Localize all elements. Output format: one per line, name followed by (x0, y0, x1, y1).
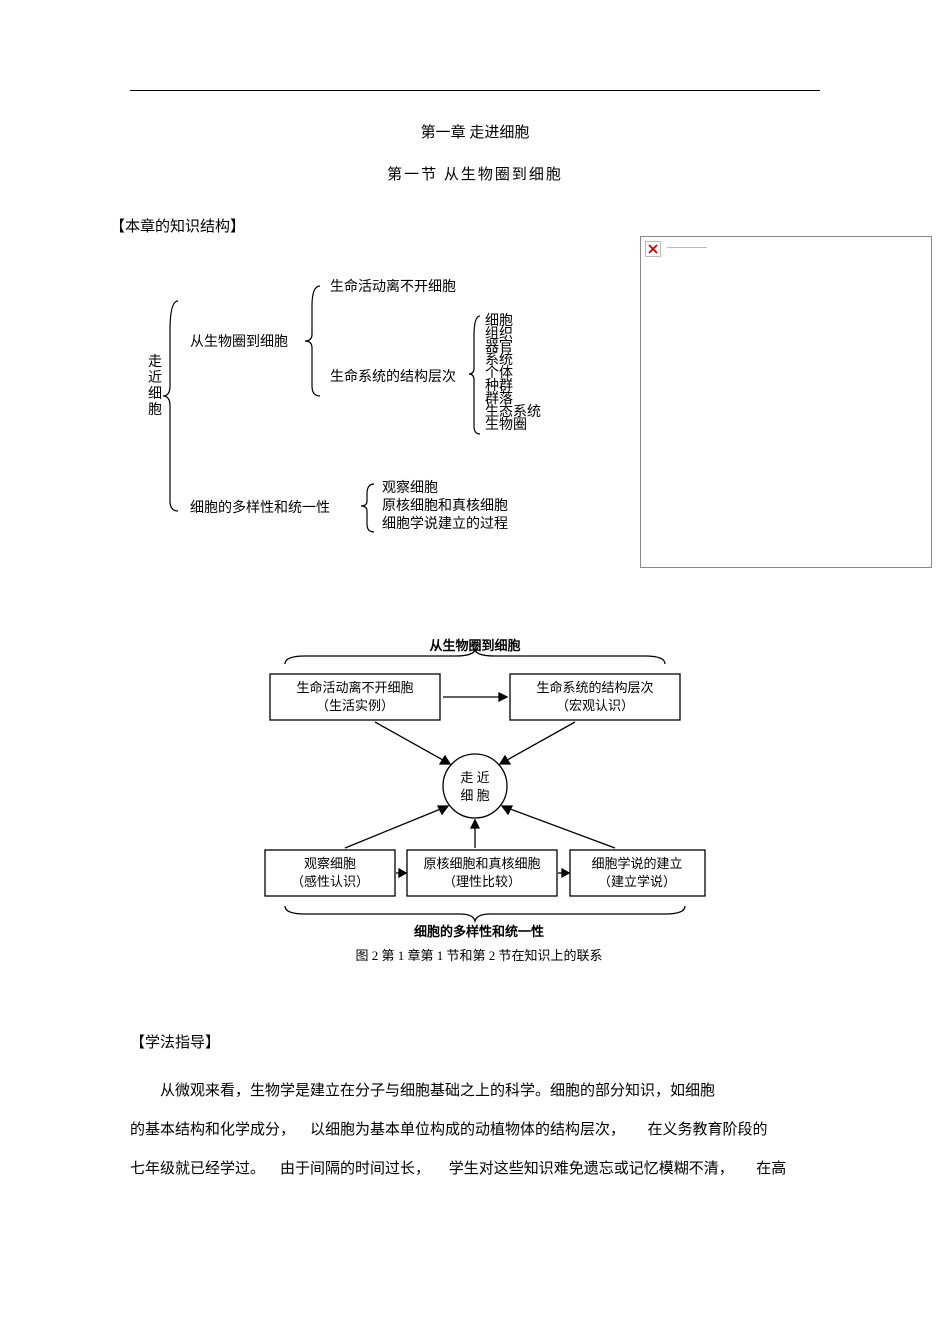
tree-leaf-b2: 原核细胞和真核细胞 (382, 498, 508, 514)
figure-2: 从生物圈到细胞 生命活动离不开细胞 （生活实例） 生命系统的结构层次 （宏观认识… (215, 636, 735, 971)
knowledge-tree-area: 走近细胞 从生物圈到细胞 生命活动离不开细胞 生命系统的结构层次 细胞 组织 器… (130, 246, 820, 556)
tree-leaf-b3: 细胞学说建立的过程 (382, 516, 508, 532)
page-content: 第一章 走进细胞 第一节 从生物圈到细胞 【本章的知识结构】 走近细胞 从生物圈… (130, 90, 820, 1189)
para-line-2: 的基本结构和化学成分， 以细胞为基本单位构成的动植物体的结构层次， 在义务教育阶… (130, 1111, 820, 1150)
fig2-box-tr-l2: （宏观认识） (556, 698, 634, 713)
fig2-box-br-l2: （建立学说） (598, 874, 676, 889)
section-title: 第一节 从生物圈到细胞 (130, 163, 820, 187)
para-seg: 以细胞为基本单位构成的动植物体的结构层次， (310, 1122, 625, 1138)
paragraph-block: 从微观来看，生物学是建立在分子与细胞基础之上的科学。细胞的部分知识，如细胞 的基… (130, 1072, 820, 1189)
fig2-caption: 图 2 第 1 章第 1 节和第 2 节在知识上的联系 (355, 948, 602, 963)
fig2-center-l1: 走 近 (460, 770, 489, 785)
para-seg: 的基本结构和化学成分， (130, 1122, 295, 1138)
fig2-box-bm-l1: 原核细胞和真核细胞 (423, 856, 540, 871)
tree-diagram: 走近细胞 从生物圈到细胞 生命活动离不开细胞 生命系统的结构层次 细胞 组织 器… (130, 246, 630, 556)
figure-2-svg: 从生物圈到细胞 生命活动离不开细胞 （生活实例） 生命系统的结构层次 （宏观认识… (215, 636, 735, 966)
fig2-box-tr-l1: 生命系统的结构层次 (536, 680, 653, 695)
para-seg: 由于间隔的时间过长， (280, 1161, 430, 1177)
tree-branch-b: 细胞的多样性和统一性 (190, 499, 330, 516)
fig2-center-l2: 细 胞 (460, 788, 489, 803)
fig2-box-bl-l1: 观察细胞 (304, 856, 356, 871)
para-seg: 学生对这些知识难免遗忘或记忆模糊不清， (449, 1161, 734, 1177)
top-rule (130, 90, 820, 91)
tree-level-item: 生物圈 (485, 417, 527, 433)
fig2-box-bl-l2: （感性认识） (291, 874, 369, 889)
fig2-box-bm-l2: （理性比较） (443, 874, 521, 889)
broken-image-icon (645, 241, 661, 257)
fig2-box-br-l1: 细胞学说的建立 (591, 856, 682, 871)
placeholder-dash (667, 247, 707, 248)
fig2-box-tl-l2: （生活实例） (316, 698, 394, 713)
para-seg: 在义务教育阶段的 (648, 1122, 768, 1138)
para-line-1: 从微观来看，生物学是建立在分子与细胞基础之上的科学。细胞的部分知识，如细胞 (130, 1072, 820, 1111)
fig2-bottom-label: 细胞的多样性和统一性 (414, 924, 544, 939)
tree-branch-a: 从生物圈到细胞 (190, 334, 288, 350)
para-seg: 在高 (756, 1161, 786, 1177)
fig2-box-tl-l1: 生命活动离不开细胞 (296, 680, 413, 695)
chapter-title: 第一章 走进细胞 (130, 121, 820, 145)
tree-leaf-b1: 观察细胞 (382, 479, 438, 496)
para-line-3: 七年级就已经学过。 由于间隔的时间过长， 学生对这些知识难免遗忘或记忆模糊不清，… (130, 1150, 820, 1189)
broken-image-placeholder (640, 236, 932, 568)
tree-root: 走近细胞 (148, 354, 162, 418)
tree-leaf-a1: 生命活动离不开细胞 (330, 278, 456, 295)
structure-label: 【本章的知识结构】 (110, 215, 820, 236)
para-seg: 七年级就已经学过。 (130, 1161, 265, 1177)
tree-leaf-a2: 生命系统的结构层次 (330, 368, 456, 385)
method-label: 【学法指导】 (130, 1031, 820, 1052)
